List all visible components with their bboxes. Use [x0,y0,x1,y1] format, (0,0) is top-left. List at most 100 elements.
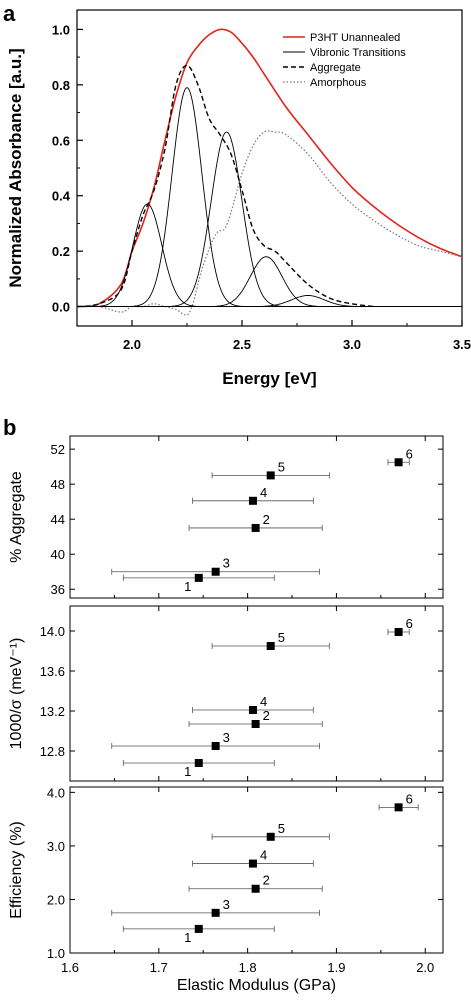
subplot-3: 1.0 2.0 3.0 4.0 Efficiency (%) 1 3 2 45 6 1.6 1.7 1.… [8,785,444,975]
data-marker [211,567,220,576]
subplot-frame [69,605,444,782]
y-tick-label: 3.0 [47,839,65,854]
y-tick-label: 36 [51,582,65,597]
data-marker [248,706,257,714]
y-tick-label: 0.8 [52,78,70,93]
y-axis-title: Efficiency (%) [8,821,25,919]
data-point-3: 3 [111,556,320,576]
data-point-6: 6 [387,616,413,636]
data-marker [266,471,275,480]
y-tick-label: 1.0 [52,22,70,37]
point-label: 4 [260,485,267,500]
point-label: 2 [263,512,270,527]
subplot-1: 36 40 44 48 52 % Aggregate 1 3 2 45 6 [8,435,444,599]
point-label: 5 [278,821,285,836]
panel-label-a: a [3,1,16,26]
vibronic-transition-peak [77,203,462,308]
x-tick-label: 3.5 [453,337,471,352]
point-label: 3 [223,897,230,912]
y-tick-label: 44 [51,512,65,527]
x-tick-label: 3.0 [343,337,361,352]
data-marker [394,628,403,636]
y-tick-label: 13.6 [40,664,65,679]
data-point-4: 4 [192,848,314,868]
vibronic-transition-peak [77,256,462,308]
y-tick-label: 14.0 [40,624,65,639]
data-point-6: 6 [387,446,413,467]
y-axis-title: 1000/σ (meV⁻¹) [8,638,25,750]
panel-label-b: b [3,415,16,440]
data-point-2: 2 [188,873,323,893]
data-point-3: 3 [111,897,320,917]
data-point-4: 4 [192,485,314,505]
subplot-frame [69,435,444,599]
data-marker [251,884,260,893]
data-marker [248,859,257,868]
legend-entry: P3HT Unannealed [310,32,400,44]
point-label: 6 [406,616,413,631]
x-tick-label: 1.6 [61,960,79,975]
point-label: 5 [278,630,285,645]
data-point-5: 5 [211,821,330,841]
point-label: 5 [278,459,285,474]
point-label: 2 [263,708,270,723]
y-tick-label: 48 [51,477,65,492]
data-marker [194,924,203,933]
y-tick-label: 12.8 [40,744,65,759]
y-tick-label: 13.2 [40,704,65,719]
y-tick-label: 0.2 [52,244,70,259]
y-tick-label: 0.4 [52,189,71,204]
x-tick-label: 2.5 [233,337,251,352]
data-marker [266,832,275,841]
legend-entry: Vibronic Transitions [310,47,406,59]
data-marker [248,496,257,505]
data-point-5: 5 [211,459,330,480]
legend-entry: Amorphous [310,77,367,89]
x-tick-label: 2.0 [416,960,434,975]
plot-area [77,28,462,316]
point-label: 1 [184,930,191,945]
legend-entry: Aggregate [310,62,361,74]
y-axis-title: % Aggregate [8,471,25,563]
y-tick-label: 0.0 [52,300,70,315]
data-point-1: 1 [122,759,275,779]
data-point-6: 6 [378,791,419,812]
data-marker [251,523,260,532]
data-marker [251,720,260,728]
vibronic-transition-peak [77,87,462,308]
amorphous-line [77,130,462,316]
data-point-1: 1 [122,573,275,594]
y-axis-title: Normalized Absorbance [a.u.] [6,48,25,287]
x-tick-label: 1.8 [239,960,257,975]
point-label: 6 [406,446,413,461]
y-tick-label: 4.0 [47,785,65,800]
point-label: 3 [223,730,230,745]
y-tick-label: 40 [51,547,65,562]
data-point-3: 3 [111,730,320,750]
subplot-2: 12.8 13.2 13.6 14.0 1000/σ (meV⁻¹) 1 3 24 5 6 [8,605,444,782]
x-tick-label: 1.9 [327,960,345,975]
data-marker [266,642,275,650]
data-marker [394,803,403,812]
y-tick-label: 52 [51,442,65,457]
x-tick-label: 2.0 [123,337,141,352]
absorbance-chart: 2.0 2.5 3.0 3.5 0.0 0.2 0.4 0.6 0.8 1.0 Energy [eV… [6,9,471,388]
point-label: 4 [260,848,267,863]
point-label: 2 [263,873,270,888]
data-marker [194,573,203,582]
point-label: 3 [223,556,230,571]
point-label: 4 [260,694,267,709]
vibronic-transition-peak [77,131,462,308]
p3ht-unannealed-line [77,28,462,308]
y-tick-label: 1.0 [47,946,65,961]
x-tick-label: 1.7 [150,960,168,975]
data-point-4: 4 [192,694,314,714]
vibronic-transition-peak [77,295,462,308]
subplot-frame [69,786,444,954]
data-marker [211,742,220,750]
data-marker [194,759,203,767]
aggregate-line [77,64,375,308]
data-point-5: 5 [211,630,330,650]
